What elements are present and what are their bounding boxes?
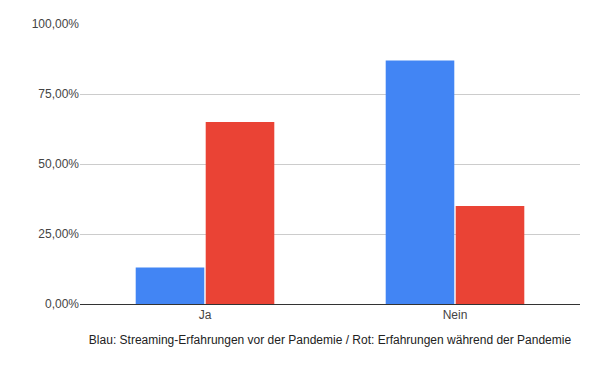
svg-text:0,00%: 0,00% xyxy=(45,297,79,311)
svg-text:75,00%: 75,00% xyxy=(38,87,79,101)
svg-text:Blau: Streaming-Erfahrungen vo: Blau: Streaming-Erfahrungen vor der Pand… xyxy=(89,333,572,347)
svg-text:100,00%: 100,00% xyxy=(32,17,80,31)
svg-text:50,00%: 50,00% xyxy=(38,157,79,171)
svg-text:Nein: Nein xyxy=(443,308,468,322)
svg-text:25,00%: 25,00% xyxy=(38,227,79,241)
svg-text:Ja: Ja xyxy=(199,308,212,322)
